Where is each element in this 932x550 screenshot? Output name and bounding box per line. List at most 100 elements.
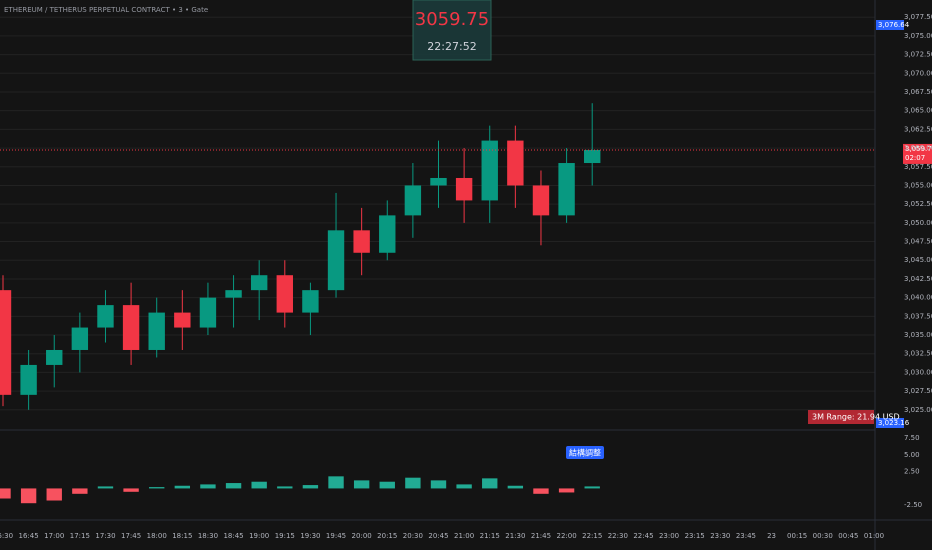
y-tick-label: 5.00 — [904, 451, 920, 459]
histogram-bar — [302, 485, 319, 489]
x-tick-label: 19:15 — [275, 532, 295, 540]
x-tick-label: 00:30 — [813, 532, 833, 540]
candle-body — [250, 275, 268, 291]
candle-body — [46, 349, 63, 365]
x-tick-label: 22:30 — [608, 532, 628, 540]
x-tick-label: 21:00 — [454, 532, 474, 540]
candle-body — [20, 364, 37, 395]
y-tick-label: 3,037.50 — [904, 312, 932, 320]
high-tag — [876, 20, 904, 30]
candle-body — [584, 149, 601, 164]
y-tick-label: -2.50 — [904, 501, 922, 509]
x-tick-label: 20:00 — [352, 532, 372, 540]
x-tick-label: 00:15 — [787, 532, 807, 540]
x-tick-label: 21:45 — [531, 532, 551, 540]
candle-body — [225, 290, 242, 298]
x-tick-label: 17:00 — [44, 532, 64, 540]
x-tick-label: 19:30 — [300, 532, 320, 540]
y-tick-label: 3,032.50 — [904, 350, 932, 358]
histogram-bar — [379, 481, 395, 489]
last-price: 3,059.75 — [905, 145, 932, 153]
x-tick-label: 19:00 — [249, 532, 269, 540]
x-tick-label: 17:30 — [95, 532, 115, 540]
x-tick-label: 22:00 — [556, 532, 576, 540]
histogram-bar — [97, 486, 114, 489]
histogram-bar — [149, 487, 165, 489]
histogram-bar — [482, 478, 498, 489]
range-label: 3M Range: 21.94 USD — [812, 413, 900, 422]
histogram-bar — [430, 480, 447, 489]
x-tick-label: 17:45 — [121, 532, 141, 540]
y-tick-label: 3,062.50 — [904, 125, 932, 133]
low-label: 3,023.16 — [878, 419, 910, 427]
y-tick-label: 3,040.00 — [904, 294, 932, 302]
x-tick-label: 20:45 — [428, 532, 448, 540]
candle-body — [455, 177, 473, 201]
x-tick-label: 23:15 — [685, 532, 705, 540]
histogram-bar — [405, 477, 421, 489]
x-tick-label: 18:45 — [223, 532, 243, 540]
y-tick-label: 3,027.50 — [904, 387, 932, 395]
x-tick-label: 20:15 — [377, 532, 397, 540]
histogram-bar — [277, 486, 293, 489]
candle-body — [71, 327, 89, 350]
signal-box — [566, 446, 604, 459]
histogram-bar — [20, 488, 37, 504]
candle-body — [507, 140, 524, 186]
histogram-bar — [200, 484, 216, 489]
histogram-bar — [174, 485, 191, 489]
x-tick-label: 16:45 — [19, 532, 39, 540]
x-tick-label: 16:30 — [0, 532, 13, 540]
x-tick-label: 18:00 — [147, 532, 167, 540]
histogram-bar — [46, 488, 62, 501]
y-tick-label: 3,055.00 — [904, 181, 932, 189]
candle-body — [379, 215, 396, 253]
signal-label: 結構調整 — [569, 448, 601, 458]
x-tick-label: 18:30 — [198, 532, 218, 540]
x-tick-label: 00:45 — [838, 532, 858, 540]
x-tick-label: 17:15 — [70, 532, 90, 540]
histogram-bar — [225, 483, 242, 489]
candle-body — [532, 185, 550, 216]
x-tick-label: 21:30 — [505, 532, 525, 540]
low-tag — [876, 418, 904, 428]
candle-body — [430, 177, 447, 186]
y-tick-label: 3,075.00 — [904, 32, 932, 40]
histogram-bar — [123, 488, 139, 492]
candle-body — [148, 312, 165, 350]
x-tick-label: 22:45 — [633, 532, 653, 540]
last-price-tag: 3,059.75 02:07 — [903, 143, 932, 164]
candle-body — [0, 290, 12, 395]
y-tick-label: 3,052.50 — [904, 200, 932, 208]
x-tick-label: 23 — [767, 532, 776, 540]
candle-body — [122, 305, 140, 350]
y-tick-label: 3,072.50 — [904, 51, 932, 59]
y-tick-label: 3,057.50 — [904, 163, 932, 171]
y-tick-label: 3,070.00 — [904, 69, 932, 77]
y-tick-label: 3,045.00 — [904, 256, 932, 264]
x-tick-label: 22:15 — [582, 532, 602, 540]
y-tick-label: 7.50 — [904, 434, 920, 442]
x-tick-label: 01:00 — [864, 532, 884, 540]
candle-body — [302, 290, 319, 313]
histogram-bar — [328, 476, 344, 489]
x-tick-label: 19:45 — [326, 532, 346, 540]
histogram-bar — [72, 488, 88, 494]
y-tick-label: 3,065.00 — [904, 107, 932, 115]
histogram-bar — [533, 488, 549, 494]
histogram-bar — [558, 488, 575, 493]
y-tick-label: 3,067.50 — [904, 88, 932, 96]
symbol-title: ETHEREUM / TETHERUS PERPETUAL CONTRACT •… — [4, 6, 208, 14]
countdown: 02:07 — [905, 154, 925, 162]
x-tick-label: 18:15 — [172, 532, 192, 540]
candle-body — [404, 185, 422, 216]
y-tick-label: 3,060.00 — [904, 144, 932, 152]
y-tick-label: 3,047.50 — [904, 238, 932, 246]
candle-body — [199, 297, 217, 328]
candle-body — [481, 140, 498, 201]
y-tick-label: 3,035.00 — [904, 331, 932, 339]
range-box — [808, 410, 874, 424]
y-tick-label: 3,025.00 — [904, 406, 932, 414]
last-price-bg — [903, 143, 932, 164]
